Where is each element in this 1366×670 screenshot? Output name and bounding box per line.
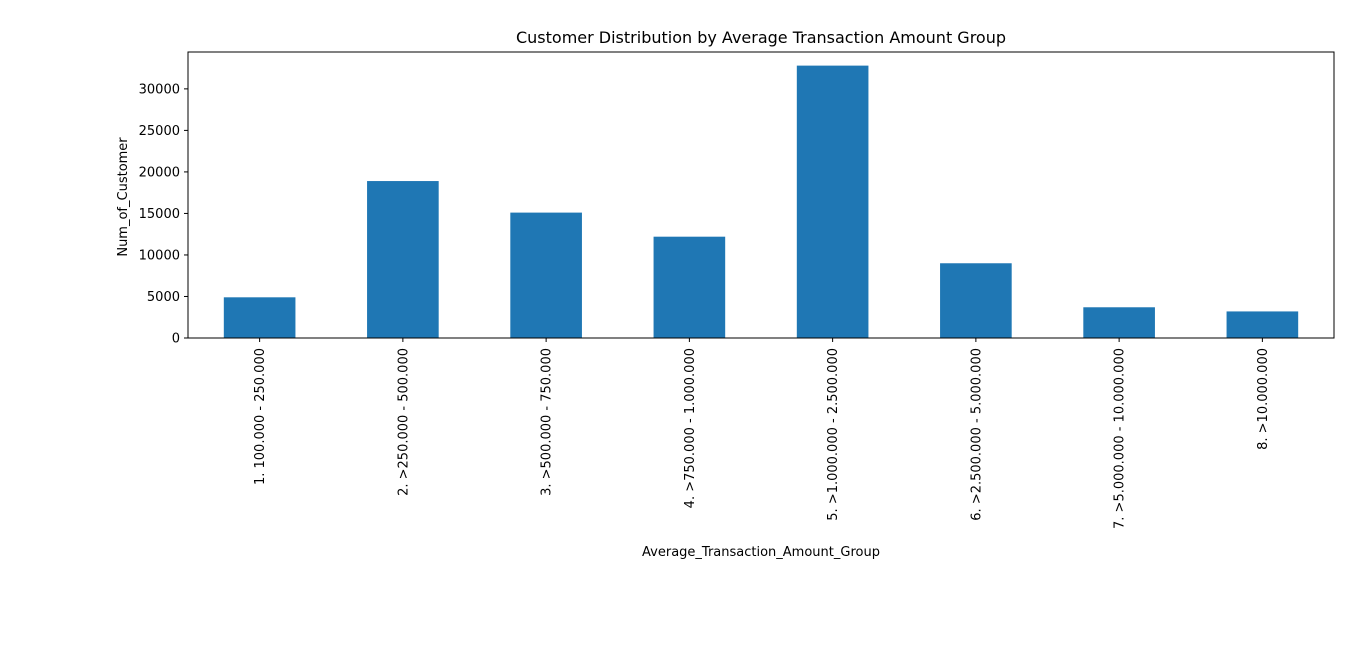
- y-tick-label: 10000: [139, 248, 180, 263]
- x-tick-label: 1. 100.000 - 250.000: [253, 348, 268, 485]
- y-tick-label: 20000: [139, 165, 180, 180]
- bar: [510, 212, 582, 338]
- x-tick-label: 4. >750.000 - 1.000.000: [683, 348, 698, 508]
- x-tick-label: 6. >2.500.000 - 5.000.000: [969, 348, 984, 521]
- x-axis: 1. 100.000 - 250.000 2. >250.000 - 500.00…: [253, 338, 1271, 529]
- y-tick-label: 5000: [147, 290, 180, 305]
- plot-area: [187, 51, 1335, 339]
- bar: [796, 65, 869, 338]
- y-tick-label: 15000: [139, 207, 180, 222]
- x-tick-label: 8. >10.000.000: [1256, 348, 1271, 450]
- x-tick-label: 3. >500.000 - 750.000: [540, 348, 555, 496]
- bar: [940, 263, 1012, 338]
- x-tick-label: 5. >1.000.000 - 2.500.000: [826, 348, 841, 521]
- y-tick-label: 25000: [139, 124, 180, 139]
- y-tick-label: 30000: [139, 82, 180, 97]
- bar: [653, 236, 726, 338]
- y-axis: 0 5000 10000 15000 20000 25000 30000: [139, 82, 188, 347]
- x-axis-label: Average_Transaction_Amount_Group: [642, 545, 880, 560]
- chart-title: Customer Distribution by Average Transac…: [516, 28, 1006, 47]
- bar: [1083, 307, 1155, 338]
- bar: [1226, 311, 1299, 338]
- plot-frame: [187, 51, 1335, 339]
- y-axis-label: Num_of_Customer: [116, 137, 131, 257]
- bar: [367, 181, 439, 338]
- x-tick-label: 7. >5.000.000 - 10.000.000: [1113, 348, 1128, 529]
- y-tick-label: 0: [172, 332, 180, 347]
- bar: [223, 297, 296, 338]
- x-tick-label: 2. >250.000 - 500.000: [396, 348, 411, 496]
